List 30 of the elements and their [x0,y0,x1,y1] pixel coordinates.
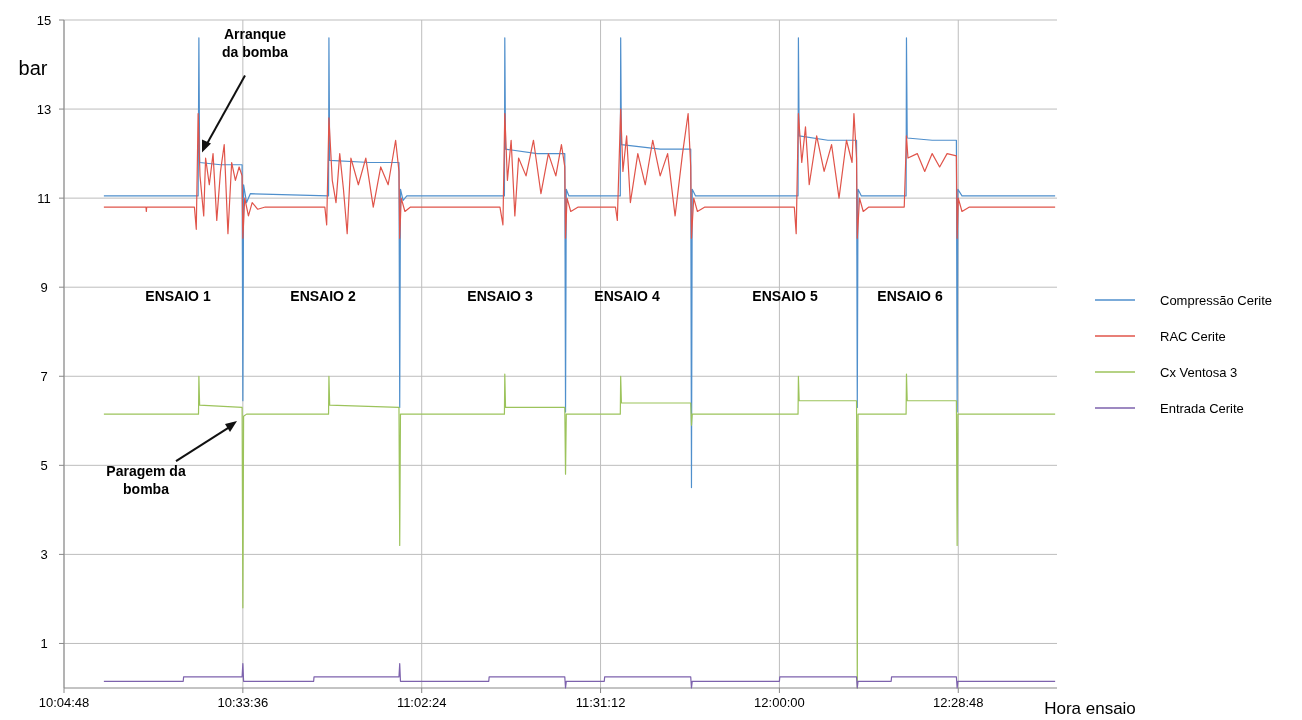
annotation: ENSAIO 3 [467,287,533,304]
legend-label: Entrada Cerite [1160,400,1244,416]
legend-label: Compressão Cerite [1160,292,1272,308]
x-tick-label: 12:28:48 [932,695,984,710]
x-tick-label: 10:04:48 [38,695,90,710]
x-tick-label: 10:33:36 [217,695,269,710]
y-tick-label: 1 [40,636,48,652]
annotation: ENSAIO 4 [594,287,660,304]
y-tick-label: 5 [40,457,48,473]
annotation: Paragem da bomba [106,463,186,498]
y-tick-label: 15 [36,12,52,28]
y-tick-label: 9 [40,279,48,295]
legend-label: Cx Ventosa 3 [1160,364,1238,380]
x-tick-label: 11:02:24 [396,695,447,710]
y-tick-label: 13 [36,101,52,117]
line-series [103,108,1056,239]
annotation: ENSAIO 1 [145,287,211,304]
legend-label: RAC Cerite [1160,328,1226,344]
annotation: ENSAIO 5 [752,287,818,304]
line-series [103,662,1056,689]
y-axis-title: bar [18,57,48,79]
y-tick-label: 7 [40,368,48,384]
annotation: ENSAIO 6 [877,287,943,304]
x-axis-title: Hora ensaio [1044,699,1136,718]
y-tick-label: 3 [40,546,48,562]
y-tick-label: 11 [37,190,51,206]
annotation: Arranque da bomba [221,25,289,60]
x-tick-label: 12:00:00 [754,695,805,710]
x-tick-label: 11:31:12 [575,695,626,710]
annotation: ENSAIO 2 [290,287,356,304]
